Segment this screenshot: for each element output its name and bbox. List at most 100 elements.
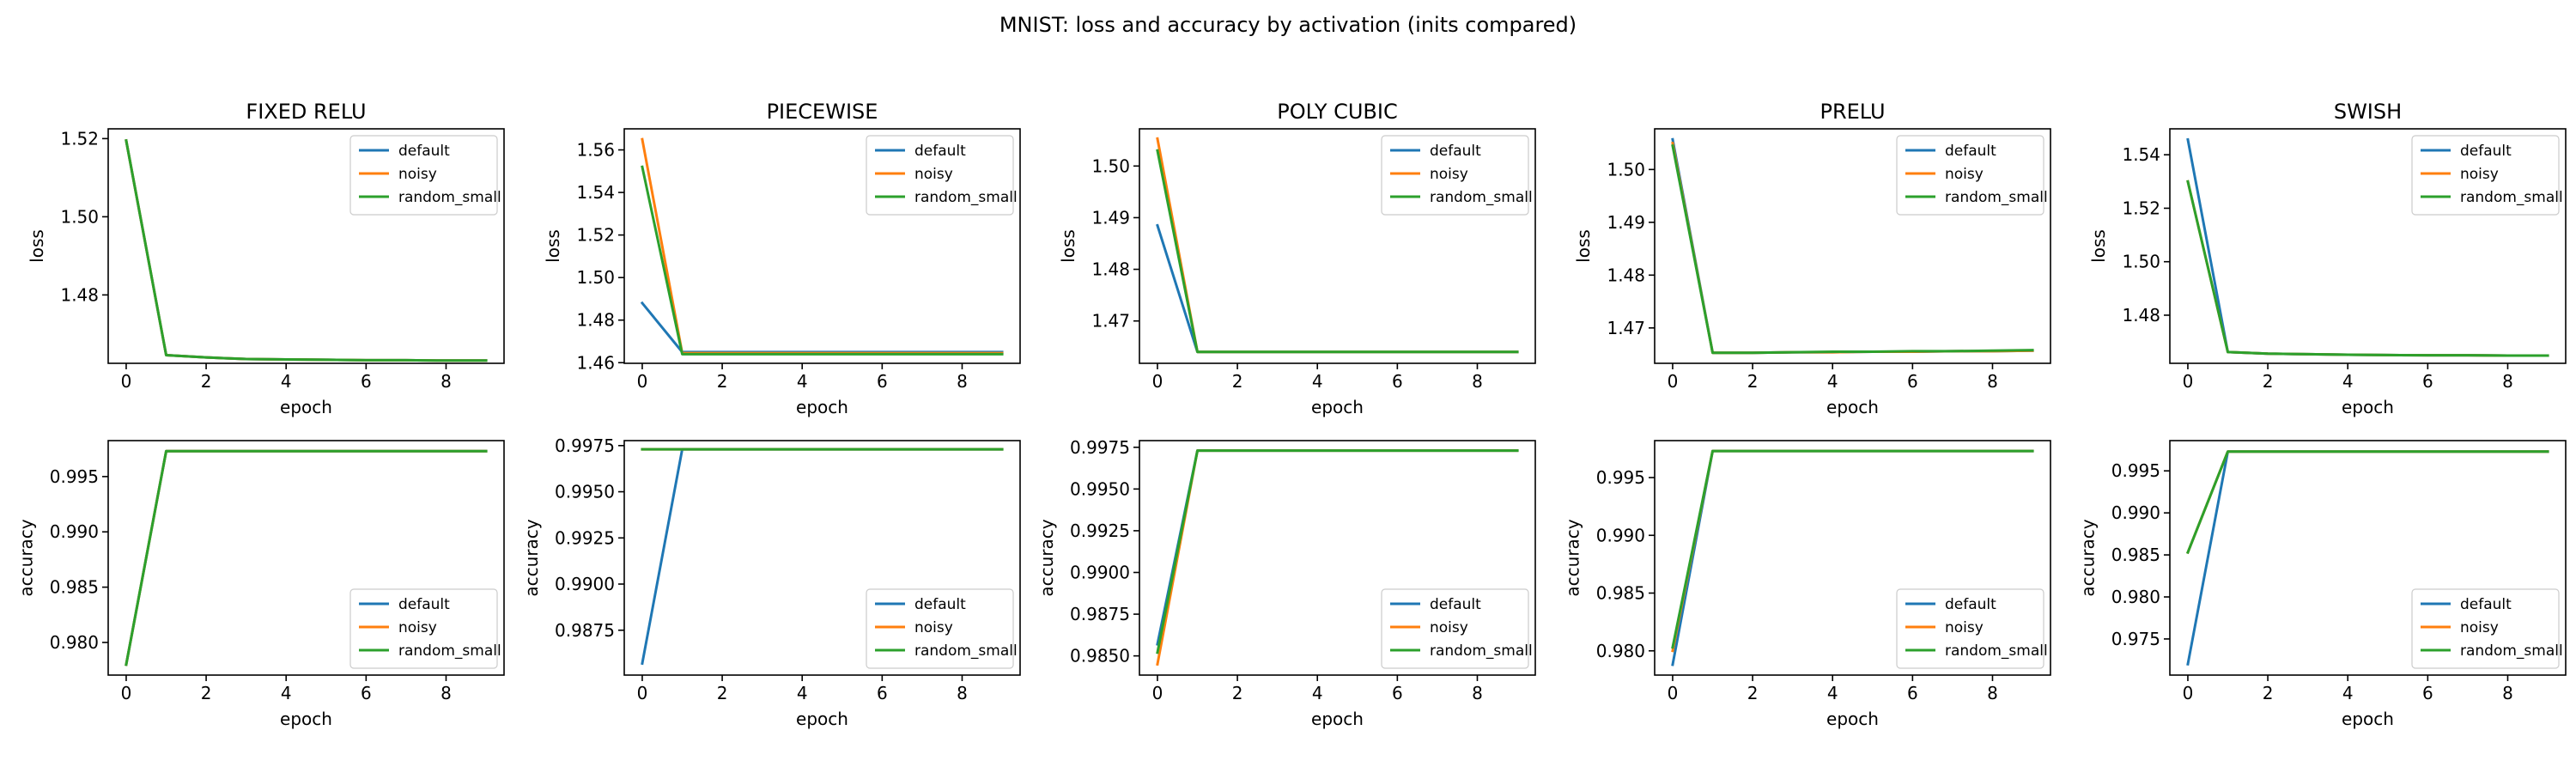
y-tick-label: 0.9925 bbox=[1070, 520, 1130, 541]
y-tick-label: 0.9875 bbox=[555, 620, 615, 641]
y-tick-label: 0.980 bbox=[2111, 587, 2160, 607]
y-tick-label: 0.9900 bbox=[555, 574, 615, 594]
figure-title: MNIST: loss and accuracy by activation (… bbox=[999, 13, 1577, 37]
series-lines bbox=[1156, 137, 1519, 354]
series-line-default bbox=[1156, 223, 1519, 354]
y-tick-label: 1.52 bbox=[576, 225, 615, 246]
x-tick-label: 8 bbox=[957, 683, 968, 703]
x-tick-label: 8 bbox=[2502, 683, 2513, 703]
x-tick-label: 8 bbox=[2502, 371, 2513, 392]
legend-box bbox=[349, 588, 498, 669]
x-tick-label: 4 bbox=[2342, 371, 2354, 392]
y-tick-label: 0.995 bbox=[50, 466, 99, 487]
y-tick-label: 1.52 bbox=[2122, 198, 2160, 218]
legend-box bbox=[349, 135, 498, 216]
legend-label: default bbox=[398, 143, 450, 160]
y-tick-label: 1.52 bbox=[60, 128, 99, 149]
x-tick-label: 2 bbox=[201, 371, 212, 392]
x-tick-label: 6 bbox=[2422, 683, 2433, 703]
series-line-random-small bbox=[125, 138, 488, 362]
axes-frame bbox=[2169, 440, 2567, 676]
axes-frame bbox=[107, 128, 505, 364]
legend-label: random_small bbox=[2460, 642, 2563, 660]
legend-label: default bbox=[2460, 143, 2512, 160]
legend-label: noisy bbox=[398, 619, 437, 636]
series-lines bbox=[640, 137, 1004, 356]
legend-label: random_small bbox=[1945, 642, 2048, 660]
y-tick-label: 1.47 bbox=[1091, 311, 1130, 332]
y-tick-label: 1.48 bbox=[576, 310, 615, 331]
legend: default noisy random_small bbox=[1896, 135, 2048, 216]
series-line-random-small bbox=[1156, 149, 1519, 354]
x-axis-label: epoch bbox=[2342, 397, 2394, 417]
axes-frame bbox=[1654, 128, 2051, 364]
legend: default noisy random_small bbox=[1381, 588, 1533, 669]
y-tick-label: 0.980 bbox=[1596, 641, 1645, 661]
legend-label: random_small bbox=[914, 189, 1018, 206]
series-lines bbox=[125, 449, 488, 666]
x-tick-label: 2 bbox=[2263, 683, 2274, 703]
x-tick-label: 4 bbox=[1312, 683, 1323, 703]
x-tick-label: 8 bbox=[440, 371, 452, 392]
x-tick-label: 0 bbox=[2183, 371, 2194, 392]
subplot-accuracy: 0 2 4 6 8 0.975 0.980 0.985 0.990 0.995 epoch accur… bbox=[2078, 440, 2567, 729]
x-tick-label: 8 bbox=[1987, 683, 1998, 703]
y-tick-label: 1.48 bbox=[1607, 265, 1645, 285]
x-tick-label: 2 bbox=[1747, 683, 1759, 703]
legend: default noisy random_small bbox=[349, 135, 501, 216]
legend-label: default bbox=[2460, 596, 2512, 613]
x-tick-label: 6 bbox=[1392, 371, 1403, 392]
x-axis-label: epoch bbox=[1826, 709, 1879, 729]
legend-label: random_small bbox=[398, 189, 501, 206]
legend-label: random_small bbox=[2460, 189, 2563, 206]
legend-label: noisy bbox=[1430, 166, 1468, 183]
x-tick-label: 0 bbox=[637, 683, 648, 703]
series-lines bbox=[2186, 450, 2549, 666]
y-tick-label: 1.46 bbox=[576, 352, 615, 373]
legend-label: noisy bbox=[914, 619, 953, 636]
x-tick-label: 6 bbox=[361, 683, 372, 703]
legend-label: random_small bbox=[914, 642, 1018, 660]
legend-box bbox=[866, 135, 1014, 216]
legend-label: random_small bbox=[1945, 189, 2048, 206]
y-tick-label: 0.9875 bbox=[1070, 604, 1130, 624]
subplot-title: PRELU bbox=[1820, 100, 1885, 124]
y-tick-label: 1.54 bbox=[576, 182, 615, 203]
legend-label: noisy bbox=[1945, 619, 1984, 636]
x-tick-label: 6 bbox=[1907, 371, 1918, 392]
x-tick-label: 0 bbox=[1152, 371, 1163, 392]
x-tick-label: 2 bbox=[201, 683, 212, 703]
x-tick-label: 2 bbox=[1747, 371, 1759, 392]
y-tick-label: 0.985 bbox=[2111, 545, 2160, 565]
subplot-loss: PRELU 0 2 4 6 8 1.47 1.48 1.49 1.50 epoch loss defau… bbox=[1573, 100, 2051, 417]
y-tick-label: 1.50 bbox=[1091, 155, 1130, 176]
y-axis-label: accuracy bbox=[2078, 519, 2099, 596]
legend-label: default bbox=[1430, 596, 1481, 613]
x-tick-label: 0 bbox=[637, 371, 648, 392]
x-axis-label: epoch bbox=[796, 397, 848, 417]
x-tick-label: 0 bbox=[1668, 683, 1679, 703]
x-tick-label: 4 bbox=[2342, 683, 2354, 703]
series-line-random-small bbox=[2186, 180, 2549, 357]
legend-label: default bbox=[914, 596, 966, 613]
x-tick-label: 0 bbox=[2183, 683, 2194, 703]
legend-label: random_small bbox=[398, 642, 501, 660]
legend-box bbox=[2411, 135, 2560, 216]
subplot-accuracy: 0 2 4 6 8 0.9875 0.9900 0.9925 0.9950 0.9975 epoch… bbox=[521, 435, 1021, 729]
y-tick-label: 1.48 bbox=[60, 284, 99, 305]
x-tick-label: 2 bbox=[717, 683, 728, 703]
x-tick-label: 8 bbox=[1987, 371, 1998, 392]
y-tick-label: 0.9975 bbox=[555, 435, 615, 456]
x-tick-label: 6 bbox=[1907, 683, 1918, 703]
series-lines bbox=[641, 447, 1004, 666]
axes-frame bbox=[2169, 128, 2567, 364]
subplot-accuracy: 0 2 4 6 8 0.980 0.985 0.990 0.995 epoch accuracy de… bbox=[16, 440, 505, 729]
y-tick-label: 0.990 bbox=[1596, 525, 1645, 545]
x-tick-label: 4 bbox=[281, 683, 292, 703]
x-tick-label: 4 bbox=[1827, 683, 1838, 703]
x-tick-label: 0 bbox=[1668, 371, 1679, 392]
y-tick-label: 1.50 bbox=[1607, 159, 1645, 180]
series-line-random-small bbox=[1156, 449, 1519, 654]
x-tick-label: 4 bbox=[797, 371, 808, 392]
x-tick-label: 6 bbox=[2422, 371, 2433, 392]
